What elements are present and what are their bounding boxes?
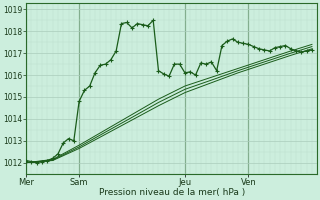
X-axis label: Pression niveau de la mer( hPa ): Pression niveau de la mer( hPa ) bbox=[99, 188, 245, 197]
